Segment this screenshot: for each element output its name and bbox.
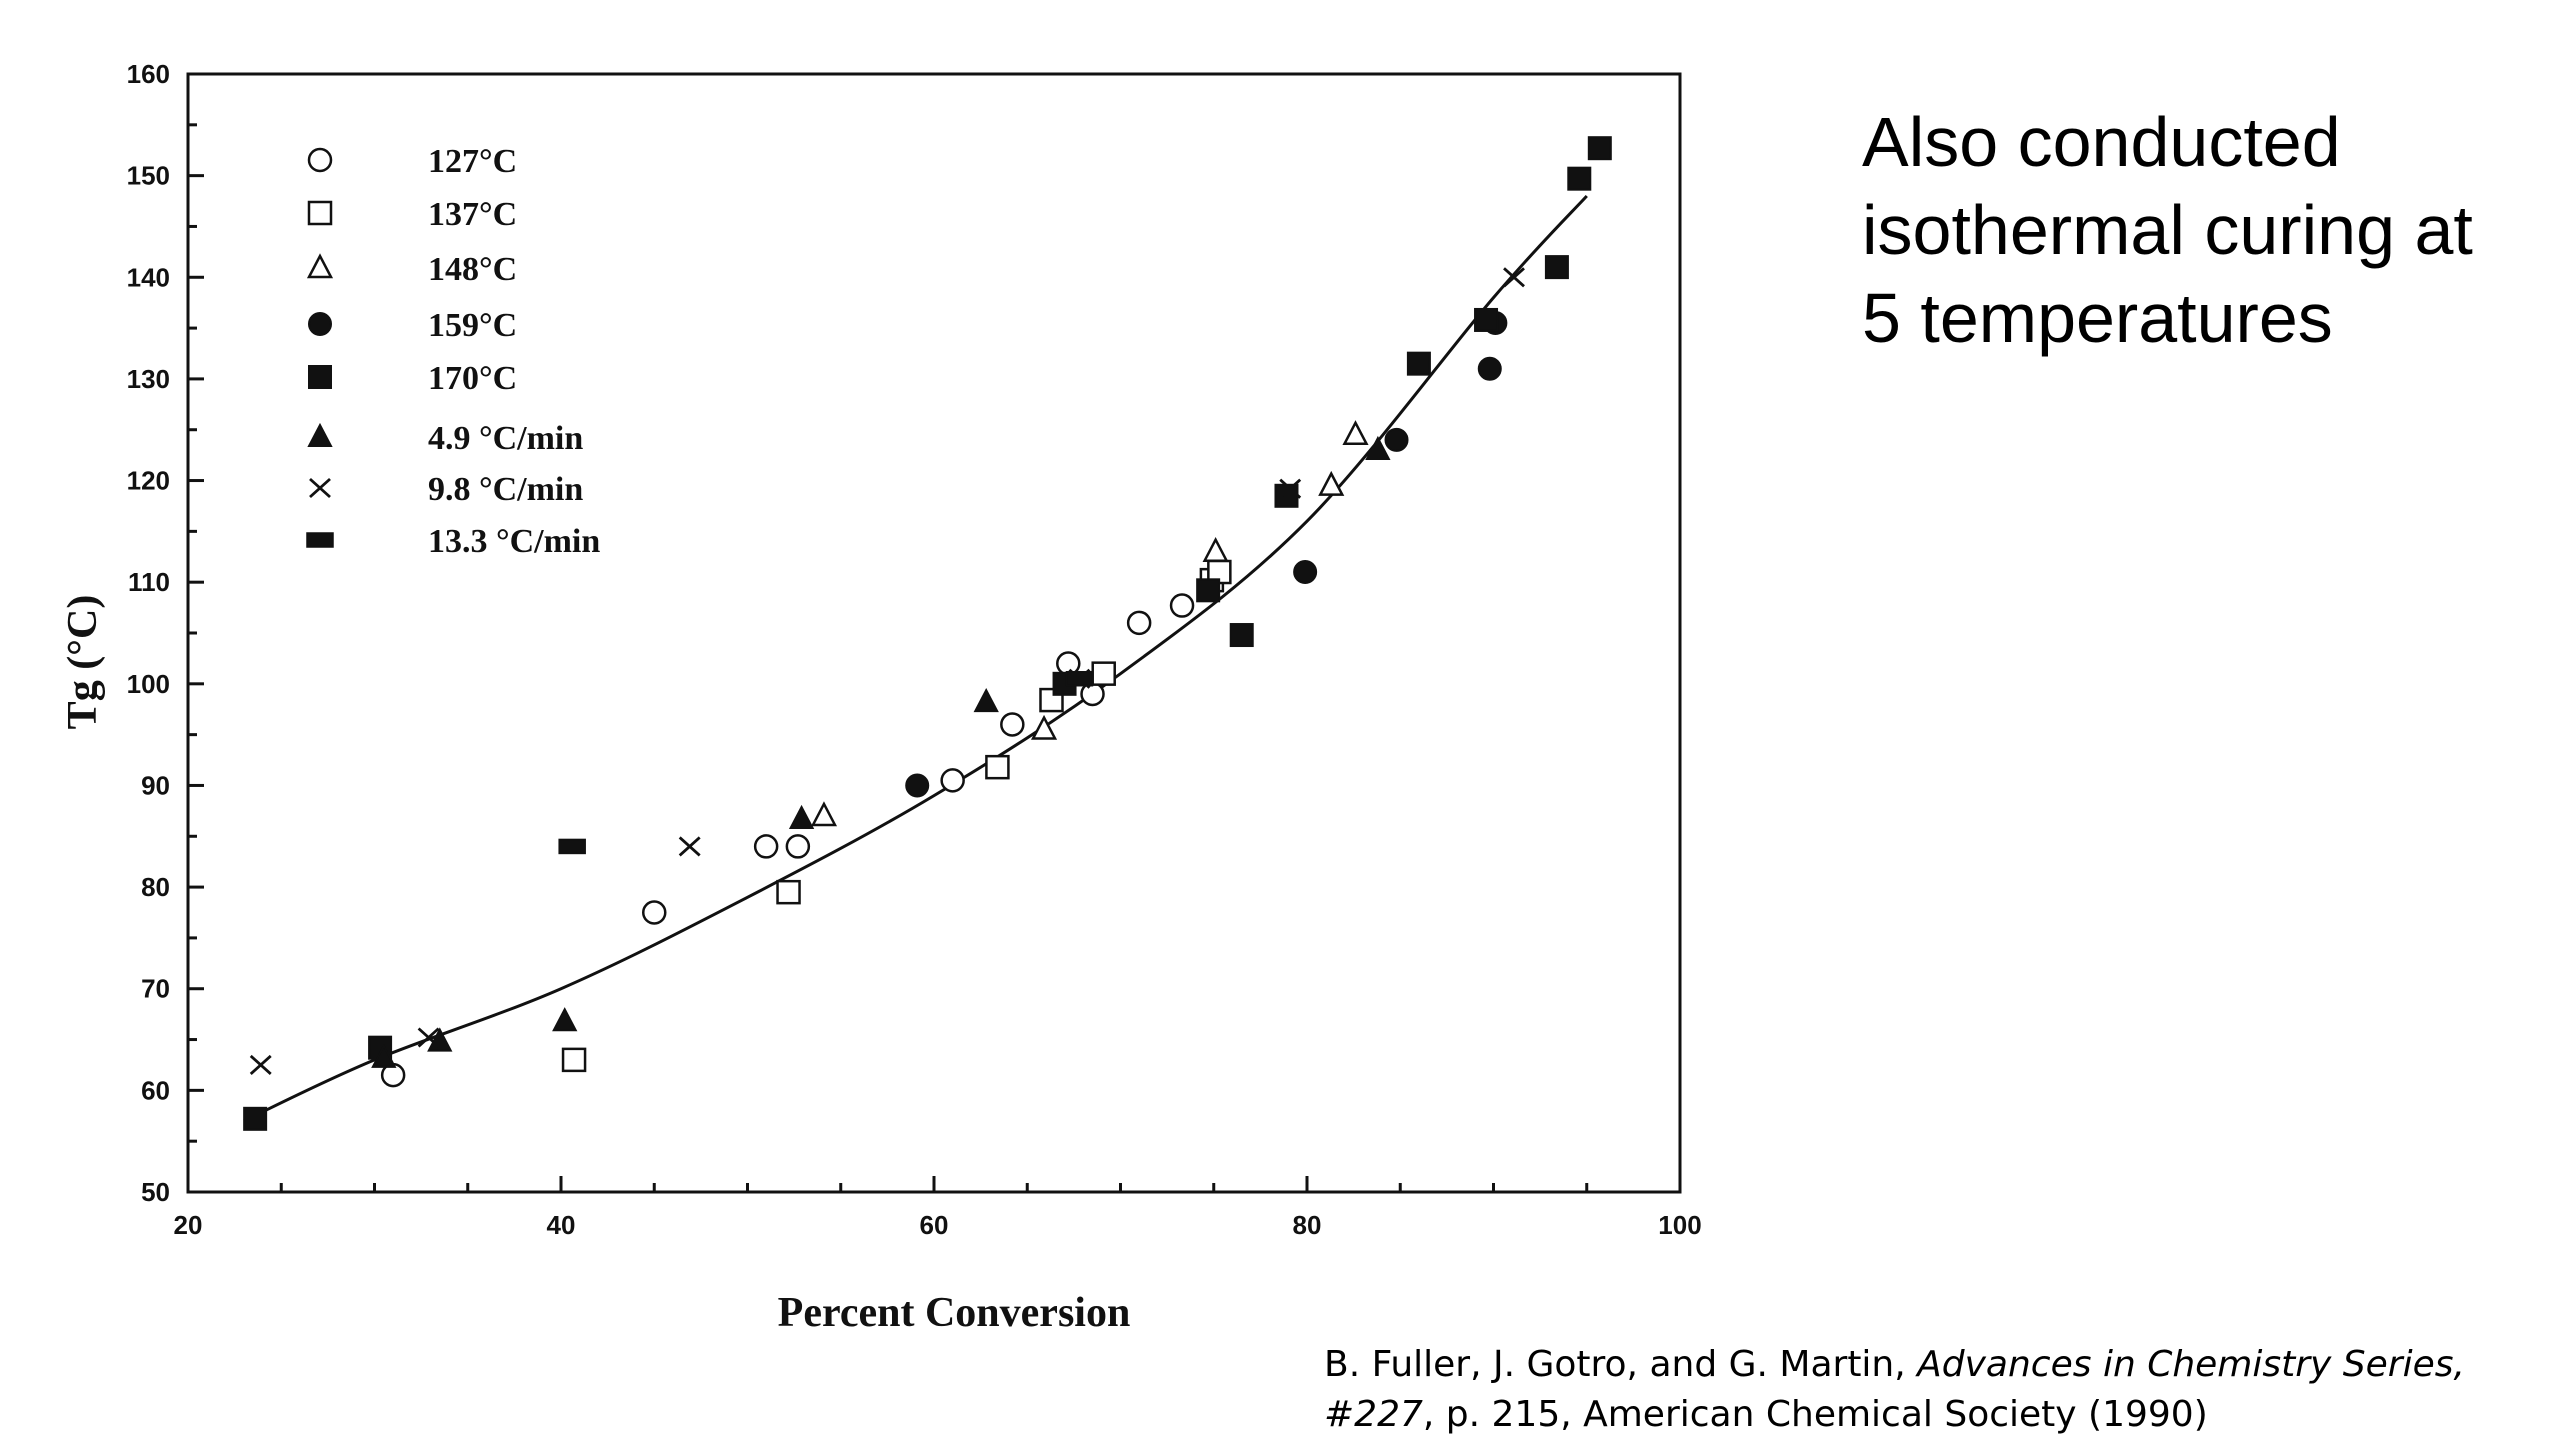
data-point xyxy=(1474,307,1499,332)
citation-number: #227 xyxy=(1324,1394,1423,1435)
legend-label: 127°C xyxy=(428,143,517,180)
x-tick-label: 100 xyxy=(1658,1210,1701,1240)
legend-label: 9.8 °C/min xyxy=(428,471,583,508)
legend-label: 137°C xyxy=(428,196,517,233)
side-note-line-1: Also conducted xyxy=(1862,103,2341,181)
y-tick-label: 160 xyxy=(127,59,170,89)
data-point xyxy=(561,1047,587,1073)
side-note: Also conducted isothermal curing at 5 te… xyxy=(1862,98,2502,362)
citation-authors: B. Fuller, J. Gotro, and G. Martin, xyxy=(1324,1344,1918,1385)
data-point xyxy=(1000,712,1025,737)
data-point xyxy=(1279,478,1302,499)
data-point xyxy=(427,1027,453,1052)
y-tick-label: 70 xyxy=(141,974,170,1004)
data-point xyxy=(249,1054,272,1075)
data-point xyxy=(417,1027,440,1048)
x-tick-label: 80 xyxy=(1293,1210,1322,1240)
data-point xyxy=(1477,356,1502,381)
legend-marker xyxy=(308,365,332,389)
data-point xyxy=(1065,670,1094,687)
y-tick-label: 130 xyxy=(127,364,170,394)
data-point xyxy=(1169,593,1195,618)
data-points xyxy=(243,136,1612,1131)
legend-marker xyxy=(307,200,333,226)
citation: B. Fuller, J. Gotro, and G. Martin, Adva… xyxy=(1324,1340,2554,1440)
legend-label: 4.9 °C/min xyxy=(428,420,583,457)
y-tick-label: 60 xyxy=(141,1075,170,1105)
data-point xyxy=(642,900,667,925)
y-tick-labels: 50 60 70 80 90 100 110 120 130 140 150 160 xyxy=(127,59,170,1207)
x-tick-labels: 20 40 60 80 100 xyxy=(174,1210,1702,1240)
data-point xyxy=(985,754,1010,780)
data-point xyxy=(940,768,965,793)
data-point xyxy=(1503,267,1525,288)
data-point xyxy=(788,804,815,829)
x-axis-title: Percent Conversion xyxy=(778,1290,1131,1336)
legend-label: 170°C xyxy=(428,360,517,397)
data-point xyxy=(1384,427,1409,452)
data-point xyxy=(785,834,811,859)
legend: 127°C 137°C 148°C 159°C 170°C 4.9 °C/min 9.8 °… xyxy=(306,143,600,560)
x-tick-label: 60 xyxy=(920,1210,949,1240)
data-point xyxy=(1342,420,1369,446)
data-point xyxy=(1091,661,1116,686)
y-tick-label: 100 xyxy=(127,669,170,699)
legend-marker xyxy=(306,253,334,279)
data-point xyxy=(1274,483,1299,508)
fit-curve xyxy=(243,194,1588,1123)
data-point xyxy=(1544,255,1569,280)
data-point xyxy=(1126,610,1152,636)
x-tick-label: 20 xyxy=(174,1210,203,1240)
citation-line-1: B. Fuller, J. Gotro, and G. Martin, Adva… xyxy=(1324,1340,2554,1390)
y-tick-label: 140 xyxy=(127,262,170,292)
legend-label: 13.3 °C/min xyxy=(428,523,600,560)
legend-marker xyxy=(307,147,333,173)
data-point xyxy=(1202,536,1229,562)
data-point xyxy=(1030,714,1058,740)
y-tick-label: 120 xyxy=(127,466,170,496)
legend-label: 159°C xyxy=(428,307,517,344)
citation-publisher: , p. 215, American Chemical Society (199… xyxy=(1422,1394,2208,1435)
data-point xyxy=(1406,351,1431,376)
data-point xyxy=(1365,435,1391,461)
data-point xyxy=(243,1106,268,1131)
y-tick-label: 150 xyxy=(127,161,170,191)
y-tick-label: 90 xyxy=(141,770,170,800)
data-point xyxy=(776,879,801,905)
citation-series: Advances in Chemistry Series, xyxy=(1917,1344,2465,1385)
legend-marker xyxy=(309,477,331,499)
data-point xyxy=(1229,623,1254,648)
side-note-line-3: 5 temperatures xyxy=(1862,279,2333,357)
plot-frame xyxy=(186,72,1682,1194)
data-point xyxy=(371,1043,397,1068)
data-point xyxy=(1567,166,1592,191)
axis-ticks xyxy=(186,72,1682,1194)
data-point xyxy=(558,838,586,855)
data-point xyxy=(1318,470,1345,496)
y-axis-title: Tg (°C) xyxy=(60,595,106,730)
data-point xyxy=(753,834,779,859)
data-point xyxy=(1293,560,1318,585)
x-tick-label: 40 xyxy=(547,1210,576,1240)
y-tick-label: 80 xyxy=(141,872,170,902)
data-point xyxy=(1587,136,1612,161)
legend-marker xyxy=(308,312,332,336)
legend-marker xyxy=(306,532,334,548)
data-point xyxy=(1196,578,1221,603)
legend-marker xyxy=(307,422,333,447)
y-tick-label: 110 xyxy=(128,567,170,597)
data-point xyxy=(552,1007,578,1032)
citation-line-2: #227, p. 215, American Chemical Society … xyxy=(1324,1390,2554,1440)
data-point xyxy=(973,687,999,713)
data-point xyxy=(905,773,930,798)
data-point xyxy=(678,836,701,857)
y-tick-label: 50 xyxy=(141,1177,170,1207)
data-point xyxy=(810,801,838,827)
legend-label: 148°C xyxy=(428,251,517,288)
side-note-line-2: isothermal curing at xyxy=(1862,191,2473,269)
